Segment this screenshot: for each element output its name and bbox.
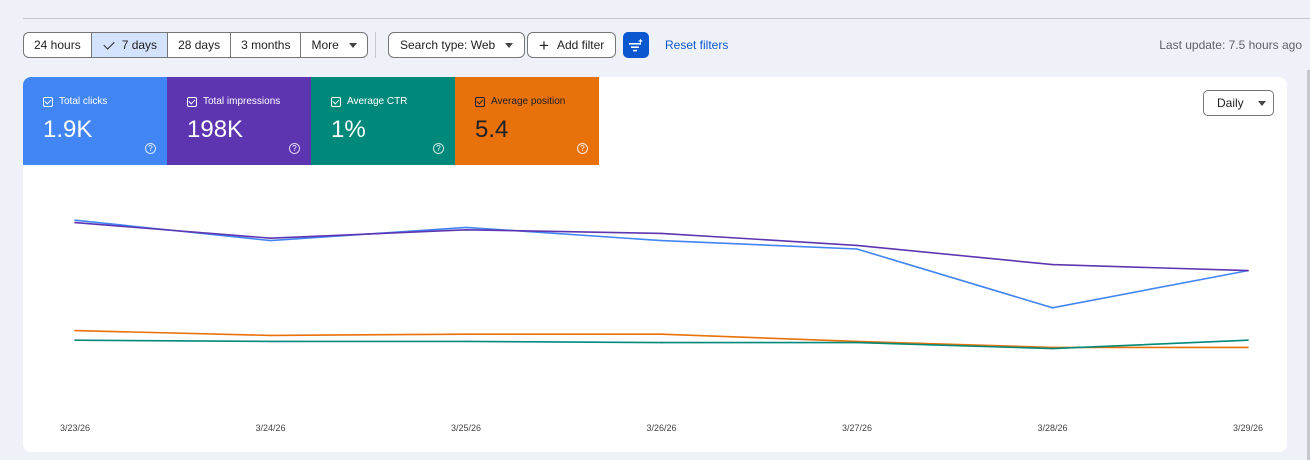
last-update-text: Last update: 7.5 hours ago <box>1159 38 1302 52</box>
chevron-down-icon <box>348 42 357 48</box>
checkbox-icon[interactable] <box>187 96 197 107</box>
top-divider <box>23 18 1310 19</box>
data-point[interactable] <box>269 340 272 343</box>
data-point[interactable] <box>74 339 76 342</box>
range-label: 24 hours <box>34 38 81 52</box>
data-point[interactable] <box>269 237 272 239</box>
range-3-months-button[interactable]: 3 months <box>231 33 302 57</box>
check-icon <box>103 37 115 50</box>
metric-label: Average CTR <box>331 96 407 107</box>
data-point[interactable] <box>269 239 272 242</box>
series-line-average-ctr[interactable] <box>74 339 1249 350</box>
range-more-button[interactable]: More <box>301 33 366 57</box>
data-point[interactable] <box>1051 347 1054 350</box>
plus-icon: + <box>539 35 549 55</box>
range-28-days-button[interactable]: 28 days <box>168 33 232 57</box>
metric-total-clicks[interactable]: Total clicks 1.9K ? <box>23 77 167 165</box>
x-tick-label: 3/25/26 <box>451 423 481 433</box>
data-point[interactable] <box>1247 346 1249 349</box>
metric-label: Total clicks <box>43 96 107 107</box>
data-point[interactable] <box>660 341 663 344</box>
metric-value: 5.4 <box>475 116 509 143</box>
data-point[interactable] <box>465 229 467 231</box>
range-label: 7 days <box>121 38 158 52</box>
checkbox-icon[interactable] <box>331 96 341 107</box>
checkbox-icon[interactable] <box>475 96 485 107</box>
metric-label-text: Average CTR <box>347 96 408 107</box>
data-point[interactable] <box>660 239 663 242</box>
range-7-days-button[interactable]: 7 days <box>91 33 169 57</box>
x-tick-label: 3/27/26 <box>842 423 872 433</box>
data-point[interactable] <box>856 248 858 250</box>
range-label: 28 days <box>178 38 221 52</box>
reset-filters-link[interactable]: Reset filters <box>665 38 729 52</box>
granularity-dropdown[interactable]: Daily <box>1203 90 1274 116</box>
add-filter-button[interactable]: + Add filter <box>527 32 617 58</box>
data-point[interactable] <box>465 333 467 336</box>
metric-average-ctr[interactable]: Average CTR 1% ? <box>311 77 455 165</box>
data-point[interactable] <box>660 232 663 235</box>
x-tick-label: 3/26/26 <box>646 423 676 433</box>
data-point[interactable] <box>269 334 272 337</box>
data-point[interactable] <box>1051 263 1054 266</box>
help-icon[interactable]: ? <box>433 143 444 154</box>
toolbar-divider <box>375 32 376 58</box>
chevron-down-icon <box>1257 100 1266 106</box>
x-tick-label: 3/24/26 <box>255 423 285 433</box>
series-line-total-impressions[interactable] <box>74 221 1249 272</box>
performance-card: Total clicks 1.9K ? Total impressions 19… <box>23 77 1287 452</box>
data-point[interactable] <box>856 341 858 344</box>
x-tick-label: 3/29/26 <box>1233 423 1263 433</box>
filter-settings-icon <box>629 38 643 52</box>
metric-label: Total impressions <box>187 96 280 107</box>
metric-label-text: Total impressions <box>203 96 281 107</box>
range-24-hours-button[interactable]: 24 hours <box>24 33 92 57</box>
data-point[interactable] <box>660 333 663 336</box>
data-point[interactable] <box>74 221 76 224</box>
add-filter-label: Add filter <box>556 38 605 52</box>
metric-average-position[interactable]: Average position 5.4 ? <box>455 77 599 165</box>
data-point[interactable] <box>465 340 467 343</box>
data-point[interactable] <box>856 244 858 247</box>
data-point[interactable] <box>74 219 76 221</box>
date-range-selector: 24 hours 7 days 28 days 3 months More <box>23 32 368 58</box>
metric-value: 1.9K <box>43 116 93 143</box>
granularity-label: Daily <box>1217 96 1244 110</box>
toolbar: 24 hours 7 days 28 days 3 months More Se… <box>23 32 1310 58</box>
data-point[interactable] <box>465 226 467 229</box>
metric-label-text: Total clicks <box>59 96 108 107</box>
data-point[interactable] <box>1051 307 1054 309</box>
checkbox-icon[interactable] <box>43 96 53 107</box>
scrollbar[interactable] <box>1307 70 1310 460</box>
search-type-dropdown[interactable]: Search type: Web <box>388 32 526 58</box>
range-label: 3 months <box>241 38 291 52</box>
search-type-label: Search type: Web <box>400 38 496 52</box>
metric-label-text: Average position <box>491 96 566 107</box>
help-icon[interactable]: ? <box>289 143 300 154</box>
help-icon[interactable]: ? <box>577 143 588 154</box>
data-point[interactable] <box>74 329 76 332</box>
performance-line-chart: 3/23/26 3/24/26 3/25/26 3/26/26 3/27/26 3/28/… <box>60 219 1263 433</box>
x-tick-label: 3/28/26 <box>1037 423 1067 433</box>
metric-value: 198K <box>187 116 244 143</box>
metric-total-impressions[interactable]: Total impressions 198K ? <box>167 77 311 165</box>
series-line-average-position[interactable] <box>74 329 1248 349</box>
chevron-down-icon <box>505 42 514 48</box>
data-point[interactable] <box>1247 269 1249 272</box>
help-icon[interactable]: ? <box>145 143 156 154</box>
filter-settings-button[interactable] <box>623 32 649 58</box>
range-label: More <box>311 38 339 52</box>
data-point[interactable] <box>1247 339 1249 342</box>
metric-label: Average position <box>475 96 565 107</box>
x-tick-label: 3/23/26 <box>60 423 90 433</box>
metric-value: 1% <box>331 116 366 143</box>
